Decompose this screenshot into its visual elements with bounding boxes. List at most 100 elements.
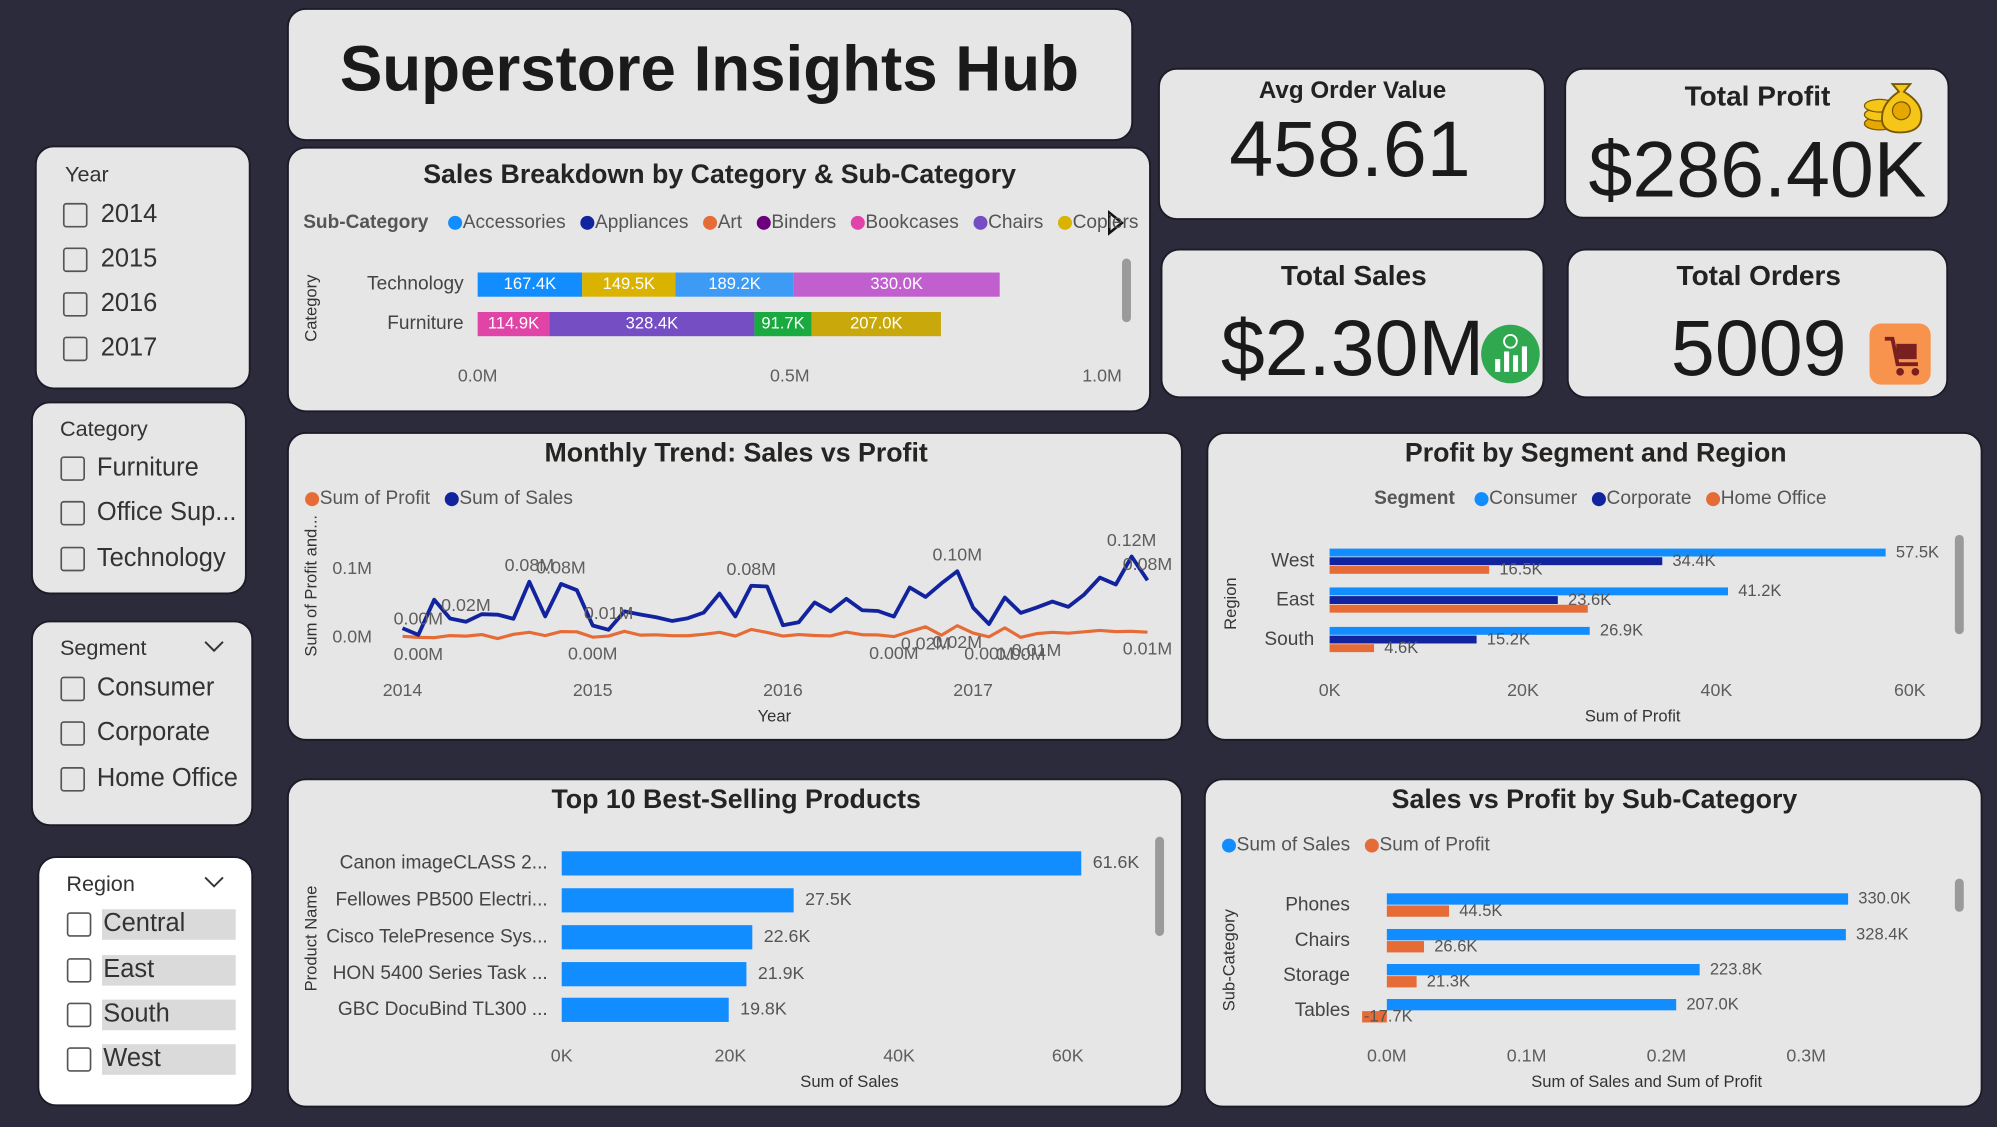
kpi-value: 5009 [1671,304,1847,392]
slicer-title: Year [65,161,109,186]
x-tick-label: 40K [1701,680,1733,700]
kpi-card [1564,67,1950,219]
slicer-item[interactable]: 2017 [101,334,158,362]
slicer-checkbox[interactable] [60,500,85,526]
slicer-checkbox[interactable] [62,247,88,273]
data-label: 61.6K [1093,852,1140,872]
slicer-title: Segment [60,635,147,660]
chart-title: Sales vs Profit by Sub-Category [1392,784,1798,814]
kpi-value: $286.40K [1588,126,1926,214]
slicer-checkbox[interactable] [62,336,88,362]
data-label: 16.5K [1499,560,1542,579]
slicer-item[interactable]: 2016 [101,289,158,317]
slicer-dropdown[interactable] [204,876,224,888]
bar [561,997,729,1022]
data-label: 149.5K [603,274,655,293]
slicer-item[interactable]: Office Sup... [97,498,237,526]
scrollbar[interactable] [1954,878,1964,912]
y-tick-label: Canon imageCLASS 2... [340,852,548,873]
scrollbar[interactable] [1122,258,1131,323]
legend-marker [1706,492,1721,507]
bar-segment [754,311,812,337]
x-axis-title: Sum of Profit [1585,706,1681,725]
bar-segment [549,311,755,337]
bar [1329,548,1886,557]
legend-marker [580,215,595,230]
slicer-item[interactable]: East [103,955,154,983]
data-label: 23.6K [1568,590,1611,609]
bar [1386,963,1700,976]
slicer-checkbox[interactable] [66,912,92,937]
legend-label: Art [718,212,743,233]
legend-label: Home Office [1721,488,1827,509]
slicer-item[interactable]: Consumer [97,674,215,702]
y-tick-label: South [1264,629,1314,650]
y-tick-label: Fellowes PB500 Electri... [335,889,547,910]
legend-marker [1057,215,1072,230]
slicer-item[interactable]: Central [103,909,185,937]
slicer-item-highlight [101,909,236,940]
slicer-checkbox[interactable] [60,767,85,792]
slicer-item[interactable]: Furniture [97,453,199,481]
data-label: 0.02M [933,632,983,652]
bar [1329,587,1729,596]
slicer-checkbox[interactable] [62,292,88,317]
slicer-item[interactable]: 2014 [101,200,158,228]
x-axis-title: Sum of Sales and Sum of Profit [1531,1072,1762,1091]
data-label: 0.00M [869,643,919,663]
x-tick-label: 1.0M [1082,366,1122,386]
kpi-label: Total Sales [1281,260,1427,291]
legend-marker [1591,492,1606,507]
bar-segment [477,272,583,297]
bar-segment [675,272,794,297]
slicer-item[interactable]: Technology [97,544,226,572]
slicer-item[interactable]: South [103,1000,170,1028]
legend-marker [448,215,463,230]
chart-title: Top 10 Best-Selling Products [551,784,920,814]
y-axis-title: Sum of Profit and... [301,515,320,657]
bar [1386,976,1417,988]
data-label: 26.9K [1600,621,1643,640]
data-label: 0.08M [505,555,555,575]
data-label: 167.4K [504,274,556,293]
scrollbar[interactable] [1954,534,1964,635]
data-label: 328.4K [1856,924,1908,943]
slicer-checkbox[interactable] [60,721,85,746]
slicer-item[interactable]: West [103,1044,161,1072]
slicer-checkbox[interactable] [66,958,92,983]
slicer-item[interactable]: Corporate [97,718,210,746]
slicer-dropdown[interactable] [204,641,224,653]
kpi-card [1566,248,1949,399]
kpi-card [1160,248,1545,399]
data-label: 44.5K [1459,901,1502,920]
slicer-checkbox[interactable] [60,676,85,702]
data-label: 4.6K [1384,638,1418,657]
title-box [286,7,1134,142]
bar [561,851,1082,876]
data-label: 0.01M [1012,640,1062,660]
data-label: 0.01M [1123,639,1173,659]
slicer-item-highlight [101,955,236,986]
slicer-checkbox[interactable] [62,202,88,228]
slicer-checkbox[interactable] [60,546,85,572]
x-tick-label: 2016 [763,680,803,700]
bar [1329,565,1490,574]
legend-label: Bookcases [865,212,958,233]
slicer-checkbox[interactable] [66,1047,92,1072]
data-label: 189.2K [708,274,760,293]
data-label: 22.6K [764,926,811,946]
chart-panel [1203,778,1983,1108]
slicer-checkbox[interactable] [60,456,85,481]
slicer-box [30,620,254,827]
scrollbar[interactable] [1155,836,1165,936]
y-tick-label: West [1271,551,1315,572]
slicer-item[interactable]: 2015 [101,245,158,273]
chart-panel [286,432,1183,741]
x-tick-label: 40K [883,1046,915,1066]
slicer-item[interactable]: Home Office [97,764,238,792]
x-axis-title: Sum of Sales [800,1072,898,1091]
legend-next-arrow[interactable] [1108,210,1125,236]
slicer-checkbox[interactable] [66,1002,92,1028]
y-axis-title: Category [301,274,320,342]
